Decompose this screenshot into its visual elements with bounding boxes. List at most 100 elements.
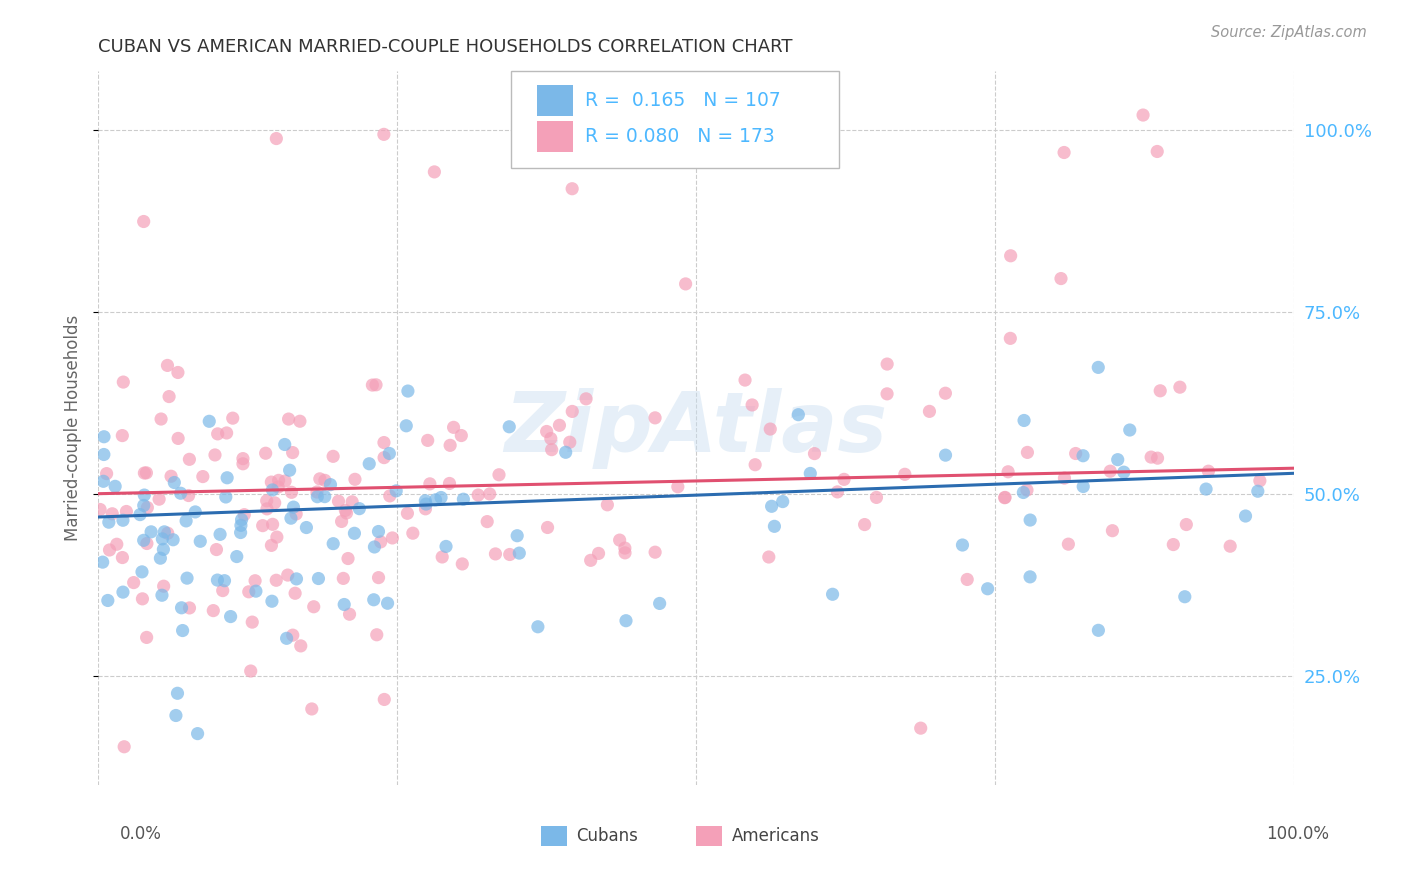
Point <box>139 524 162 539</box>
Point <box>1101 524 1123 538</box>
Point <box>134 488 156 502</box>
Point <box>281 445 304 459</box>
Point <box>1015 483 1038 497</box>
Point <box>648 597 671 611</box>
Point <box>335 506 357 520</box>
Point <box>256 501 278 516</box>
Point <box>484 547 506 561</box>
Point <box>274 437 297 451</box>
Point <box>134 466 156 480</box>
Text: Cubans: Cubans <box>576 827 638 845</box>
Point <box>1053 145 1076 160</box>
Point <box>169 486 191 500</box>
Point <box>132 499 155 513</box>
Point <box>761 500 783 514</box>
Point <box>98 543 121 558</box>
Point <box>439 476 461 491</box>
Point <box>187 726 209 740</box>
Point <box>758 549 780 564</box>
Point <box>207 426 229 441</box>
Point <box>853 517 876 532</box>
Point <box>763 519 786 533</box>
Point <box>156 526 179 541</box>
Text: 100.0%: 100.0% <box>1265 825 1329 843</box>
Point <box>267 480 290 494</box>
Point <box>1087 624 1109 638</box>
Point <box>262 483 284 497</box>
Point <box>821 587 844 601</box>
Point <box>170 600 193 615</box>
Point <box>1064 446 1087 460</box>
Point <box>377 596 399 610</box>
Point <box>432 549 454 564</box>
Point <box>1012 485 1035 500</box>
Point <box>343 472 366 486</box>
Point <box>364 377 387 392</box>
Point <box>373 435 395 450</box>
Point <box>93 475 115 489</box>
Point <box>295 520 318 534</box>
Point <box>330 515 353 529</box>
Point <box>163 475 186 490</box>
Point <box>359 457 381 471</box>
Point <box>1071 449 1094 463</box>
Point <box>93 430 115 444</box>
Point <box>1132 108 1154 122</box>
Point <box>129 508 152 522</box>
Point <box>832 472 855 486</box>
Point <box>1146 451 1168 466</box>
FancyBboxPatch shape <box>510 71 839 168</box>
Point <box>280 485 302 500</box>
Point <box>229 518 252 533</box>
Point <box>536 425 558 439</box>
Point <box>827 484 849 499</box>
Point <box>204 448 226 462</box>
Point <box>233 508 256 522</box>
Point <box>105 537 128 551</box>
Point <box>328 494 350 508</box>
Point <box>1219 539 1241 553</box>
Point <box>307 490 329 504</box>
Point <box>644 545 666 559</box>
Point <box>274 474 297 488</box>
Point <box>281 628 304 642</box>
Point <box>561 182 583 196</box>
Point <box>666 480 689 494</box>
Point <box>332 571 354 585</box>
Point <box>1057 537 1080 551</box>
Point <box>160 469 183 483</box>
Point <box>256 493 278 508</box>
Point <box>219 609 242 624</box>
Point <box>157 390 180 404</box>
Point <box>335 503 357 517</box>
Point <box>423 165 446 179</box>
Point <box>378 446 401 460</box>
Point <box>734 373 756 387</box>
Point <box>179 452 201 467</box>
Point <box>554 445 576 459</box>
Point <box>1112 465 1135 479</box>
Point <box>614 614 637 628</box>
Point <box>1195 482 1218 496</box>
Point <box>1140 450 1163 464</box>
Point <box>744 458 766 472</box>
Point <box>222 411 245 425</box>
Point <box>150 532 173 546</box>
Point <box>260 594 283 608</box>
Point <box>1017 445 1039 459</box>
Point <box>997 465 1019 479</box>
Point <box>1247 484 1270 499</box>
Point <box>508 546 530 560</box>
Point <box>363 540 385 554</box>
Point <box>527 620 550 634</box>
Point <box>558 435 581 450</box>
Point <box>104 479 127 493</box>
Point <box>772 494 794 508</box>
Point <box>799 467 821 481</box>
Point <box>150 412 173 426</box>
Point <box>1087 360 1109 375</box>
Point <box>1146 145 1168 159</box>
Point <box>96 467 118 481</box>
Point <box>378 489 401 503</box>
Point <box>214 574 236 588</box>
